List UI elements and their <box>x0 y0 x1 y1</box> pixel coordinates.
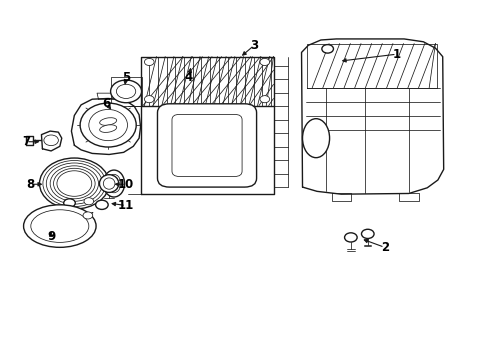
Ellipse shape <box>302 119 329 158</box>
Ellipse shape <box>107 174 121 193</box>
Text: 2: 2 <box>380 241 388 254</box>
Text: 3: 3 <box>249 39 258 52</box>
Ellipse shape <box>43 161 105 207</box>
FancyBboxPatch shape <box>157 104 256 187</box>
Ellipse shape <box>44 135 58 145</box>
Ellipse shape <box>80 103 136 147</box>
Text: 7: 7 <box>22 135 30 148</box>
Text: 10: 10 <box>118 178 134 191</box>
Ellipse shape <box>321 45 333 53</box>
Ellipse shape <box>57 171 92 196</box>
Ellipse shape <box>46 163 102 204</box>
Ellipse shape <box>40 158 109 209</box>
Ellipse shape <box>53 168 95 199</box>
Ellipse shape <box>63 199 75 207</box>
Ellipse shape <box>361 229 373 238</box>
Text: 11: 11 <box>118 199 134 212</box>
Ellipse shape <box>50 166 98 201</box>
Ellipse shape <box>103 170 124 197</box>
Ellipse shape <box>100 125 117 132</box>
Ellipse shape <box>89 109 127 141</box>
FancyBboxPatch shape <box>172 114 242 176</box>
Text: 5: 5 <box>122 71 130 84</box>
Ellipse shape <box>31 210 89 242</box>
Ellipse shape <box>103 178 115 189</box>
Text: 9: 9 <box>47 230 55 243</box>
Text: 8: 8 <box>27 178 35 191</box>
Ellipse shape <box>260 58 269 66</box>
Ellipse shape <box>260 96 269 103</box>
Text: 6: 6 <box>102 97 111 110</box>
Ellipse shape <box>83 212 93 219</box>
Ellipse shape <box>116 84 136 99</box>
Ellipse shape <box>95 200 108 210</box>
Ellipse shape <box>99 175 119 192</box>
Ellipse shape <box>100 118 117 125</box>
Ellipse shape <box>144 96 154 103</box>
Ellipse shape <box>144 58 154 66</box>
Text: 1: 1 <box>392 48 400 61</box>
Ellipse shape <box>84 198 94 205</box>
Ellipse shape <box>344 233 356 242</box>
Text: 4: 4 <box>184 71 193 84</box>
Ellipse shape <box>23 205 96 247</box>
Ellipse shape <box>110 80 141 103</box>
